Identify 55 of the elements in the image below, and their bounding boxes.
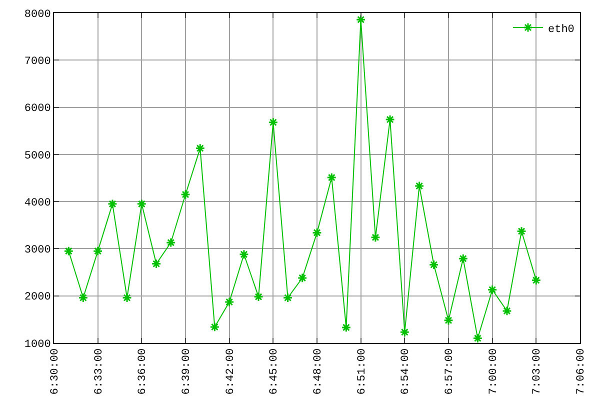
y-tick-label: 4000 xyxy=(24,197,51,210)
x-tick-label: 6:30:00 xyxy=(50,348,62,395)
x-tick-label: 6:54:00 xyxy=(400,348,412,395)
x-tick-label: 6:36:00 xyxy=(137,348,150,395)
x-tick-label: 6:57:00 xyxy=(444,348,456,395)
point xyxy=(341,322,352,332)
point xyxy=(268,117,278,128)
x-tick-label: 7:06:00 xyxy=(576,348,588,395)
point xyxy=(166,238,176,248)
point xyxy=(239,249,249,260)
point xyxy=(195,143,206,154)
x-tick-label: 6:33:00 xyxy=(93,348,106,395)
point xyxy=(531,275,542,286)
x-tick-label: 6:48:00 xyxy=(312,348,325,395)
point xyxy=(472,333,483,344)
point xyxy=(487,284,498,295)
point xyxy=(210,322,220,332)
point xyxy=(444,315,454,326)
x-tick-label: 6:39:00 xyxy=(181,348,194,395)
point xyxy=(356,14,366,25)
point xyxy=(64,246,74,256)
point xyxy=(458,254,468,264)
y-tick-label: 8000 xyxy=(24,8,51,21)
legend-label: eth0 xyxy=(548,24,574,36)
y-tick-label: 6000 xyxy=(24,103,51,116)
y-tick-label: 5000 xyxy=(24,150,51,162)
point xyxy=(136,198,147,209)
point xyxy=(92,246,103,256)
point xyxy=(151,258,162,269)
point xyxy=(326,172,337,182)
point xyxy=(122,292,132,303)
x-tick-label: 6:45:00 xyxy=(268,348,281,395)
point xyxy=(516,226,526,236)
point xyxy=(312,228,322,238)
point xyxy=(282,292,293,303)
point xyxy=(297,272,308,283)
x-tick-label: 6:42:00 xyxy=(224,348,237,395)
point xyxy=(180,190,190,200)
x-tick-label: 7:00:00 xyxy=(488,348,500,395)
y-tick-label: 1000 xyxy=(24,338,51,351)
point xyxy=(400,327,410,338)
point xyxy=(428,260,439,270)
y-tick-label: 3000 xyxy=(24,244,51,257)
x-tick-label: 7:03:00 xyxy=(532,348,544,395)
point xyxy=(108,198,118,209)
point xyxy=(370,232,380,242)
point xyxy=(254,292,264,302)
y-tick-label: 2000 xyxy=(24,292,51,304)
y-tick-label: 7000 xyxy=(24,56,51,68)
point xyxy=(414,181,424,191)
point xyxy=(385,114,395,124)
point xyxy=(224,297,234,307)
point xyxy=(78,292,88,303)
x-tick-label: 6:51:00 xyxy=(356,348,368,395)
point xyxy=(502,306,512,316)
